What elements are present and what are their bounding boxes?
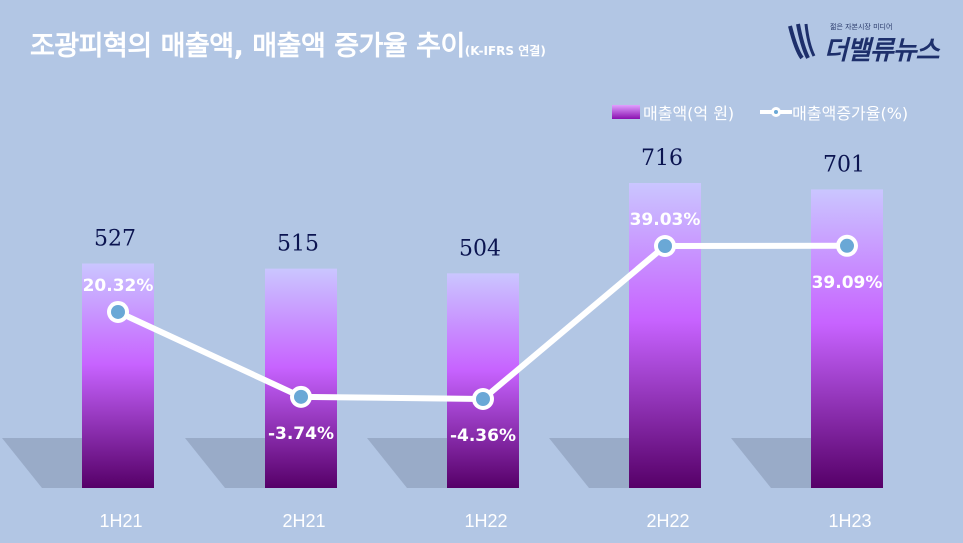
revenue-bar-2h22 [629, 183, 701, 488]
brand-logo: 젊은 자본시장 미디어 더밸류뉴스 [786, 18, 956, 66]
revenue-label-1h23: 701 [823, 152, 865, 177]
growth-label-1h22: -4.36% [450, 426, 516, 446]
chart-title-text: 조광피혁의 매출액, 매출액 증가율 추이 [30, 31, 465, 62]
growth-label-1h21: 20.32% [83, 276, 154, 296]
revenue-bar-1h23 [811, 189, 883, 489]
chart-title: 조광피혁의 매출액, 매출액 증가율 추이(K-IFRS 연결) [30, 24, 546, 63]
growth-point-2h21 [294, 389, 308, 404]
logo-brand: 더밸류뉴스 [824, 36, 940, 66]
chart-subtitle: (K-IFRS 연결) [464, 44, 546, 58]
growth-point-1h23 [840, 238, 854, 253]
revenue-bar-2h21 [265, 268, 337, 488]
legend-growth-label: 매출액증가율(%) [792, 104, 909, 123]
growth-label-2h21: -3.74% [268, 424, 334, 444]
legend-bar-swatch [612, 105, 640, 119]
revenue-bar-1h21 [82, 263, 154, 488]
legend-line-swatch [760, 107, 793, 117]
category-label-2h21: 2H21 [282, 511, 325, 531]
revenue-label-2h21: 515 [277, 232, 319, 257]
category-label-1h21: 1H21 [99, 511, 142, 531]
revenue-label-1h21: 527 [94, 227, 136, 252]
logo-tagline: 젊은 자본시장 미디어 [830, 23, 893, 31]
chart-legend: 매출액(억 원) 매출액증가율(%) [612, 100, 934, 124]
growth-point-2h22 [658, 239, 672, 253]
revenue-label-2h22: 716 [641, 146, 683, 171]
growth-label-1h23: 39.09% [812, 273, 883, 293]
legend-item-revenue: 매출액(억 원) [612, 100, 734, 124]
growth-point-1h22 [476, 392, 490, 406]
growth-point-1h21 [111, 304, 125, 319]
legend-revenue-label: 매출액(억 원) [643, 104, 735, 123]
logo-mark-icon [788, 23, 816, 60]
category-label-2h22: 2H22 [646, 511, 689, 531]
category-label-1h23: 1H23 [828, 511, 871, 531]
legend-item-growth: 매출액증가율(%) [760, 100, 908, 124]
revenue-label-1h22: 504 [459, 236, 501, 261]
growth-label-2h22: 39.03% [630, 210, 701, 230]
category-label-1h22: 1H22 [464, 511, 507, 531]
